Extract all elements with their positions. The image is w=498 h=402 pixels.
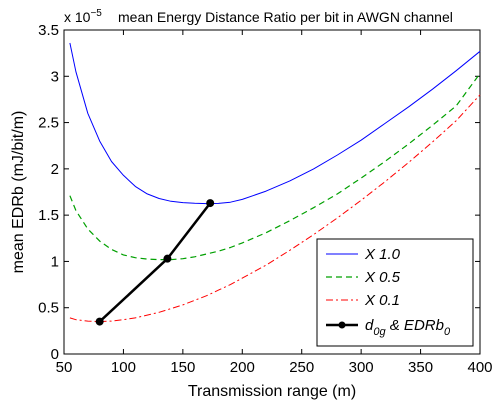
y-tick-label: 1 (51, 253, 59, 270)
y-tick-label: 2 (51, 161, 59, 178)
x-tick-label: 250 (289, 359, 314, 376)
legend-label-x05: X 0.5 (364, 269, 401, 286)
x-tick-label: 400 (467, 359, 492, 376)
legend-label-d0g: d0g & EDRb0 (365, 317, 451, 338)
y-axis-label: mean EDRb (mJ/bit/m) (10, 111, 27, 274)
scale-note: x 10−5 (64, 8, 102, 25)
x-tick-label: 150 (170, 359, 195, 376)
x-tick-label: 350 (408, 359, 433, 376)
y-tick-label: 0 (51, 346, 59, 363)
legend-label-x10: X 1.0 (364, 246, 401, 263)
y-tick-label: 2.5 (38, 115, 59, 132)
x-axis-label: Transmission range (m) (188, 383, 356, 400)
y-tick-label: 0.5 (38, 300, 59, 317)
legend: X 1.0 X 0.5 X 0.1 d0g & EDRb0 (316, 238, 474, 347)
x-tick-label: 200 (230, 359, 255, 376)
data-point-marker (206, 199, 215, 208)
y-tick-label: 3 (51, 68, 59, 85)
ticks-group: 50 100 150 200 250 300 350 400 0 0.5 1 1.5 2 2.5 3 3.5 (38, 22, 492, 376)
y-tick-label: 3.5 (38, 22, 59, 39)
y-tick-label: 1.5 (38, 207, 59, 224)
chart-title: mean Energy Distance Ratio per bit in AW… (118, 9, 453, 25)
data-point-marker (95, 317, 104, 326)
x-tick-label: 300 (349, 359, 374, 376)
x-tick-label: 100 (111, 359, 136, 376)
data-point-marker (163, 254, 172, 263)
series-group (69, 42, 481, 326)
legend-label-x01: X 0.1 (364, 292, 400, 309)
legend-marker-d0g (338, 321, 346, 329)
series-line-2 (69, 94, 481, 323)
series-line-1 (69, 73, 481, 261)
x-tick-label: 50 (56, 359, 73, 376)
